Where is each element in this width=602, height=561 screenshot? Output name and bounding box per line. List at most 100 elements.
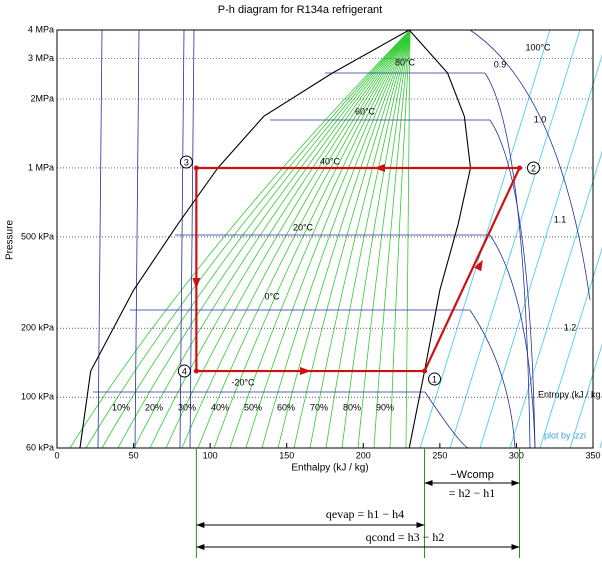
quality-curve: [229, 29, 411, 449]
y-axis-label: Pressure: [5, 220, 16, 260]
quality-curve: [357, 29, 411, 449]
quality-curve: [325, 29, 411, 449]
isotherm-curve: [489, 119, 536, 449]
point-label-ring: [179, 155, 193, 169]
isotherm-curve: [189, 29, 195, 449]
point-label: 3: [184, 157, 189, 167]
x-tick-label: 350: [585, 450, 600, 460]
cycle-point: [422, 368, 428, 374]
x-tick-label: 100: [203, 450, 218, 460]
quality-curve: [149, 29, 411, 449]
quality-curve: [69, 29, 411, 449]
arrow-head: [416, 522, 425, 528]
isotherm-curve: [179, 29, 185, 449]
isotherm-label: 40°C: [320, 156, 341, 166]
entropy-curve: [509, 150, 602, 449]
entropy-curve: [569, 343, 602, 449]
point-label-ring: [428, 372, 442, 386]
isotherm-label: 100°C: [525, 42, 551, 52]
isotherm-curve: [469, 309, 516, 449]
isotherm-label: -20°C: [231, 377, 255, 387]
cycle-point: [193, 368, 199, 374]
x-tick-label: 0: [54, 450, 59, 460]
x-tick-label: 50: [129, 450, 139, 460]
point-label: 1: [432, 374, 437, 384]
equation: qevap = h1 − h4: [326, 507, 404, 521]
arrow-head: [511, 480, 520, 486]
credit: plot by izzi: [544, 430, 586, 440]
isotherm-curve: [134, 29, 140, 449]
isotherm-label: 60°C: [355, 106, 376, 116]
isotherm-curve: [424, 391, 471, 449]
flow-arrow: [192, 278, 201, 289]
y-tick-label: 3 MPa: [28, 53, 54, 63]
flow-arrow: [300, 367, 311, 376]
point-label: 2: [531, 163, 536, 173]
quality-label: 40%: [211, 402, 229, 412]
y-tick-label: 200 kPa: [21, 323, 54, 333]
isotherm-curve: [469, 29, 591, 301]
entropy-label: 1.2: [564, 322, 577, 332]
entropy-label: 1.1: [554, 214, 567, 224]
entropy-title: Entropy (kJ / kg.K): [538, 389, 602, 399]
entropy-curve: [479, 54, 602, 449]
quality-curve: [213, 29, 411, 449]
quality-curve: [165, 29, 411, 449]
isotherm-label: 80°C: [395, 57, 416, 67]
quality-curve: [405, 29, 411, 449]
property-curves: [69, 29, 602, 449]
cycle-point: [193, 165, 199, 171]
isotherm-label: 0°C: [264, 291, 280, 301]
y-tick-label: 500 kPa: [21, 231, 54, 241]
quality-curve: [117, 29, 411, 449]
flow-arrow: [374, 163, 385, 172]
x-tick-label: 200: [356, 450, 371, 460]
quality-label: 60%: [277, 402, 295, 412]
arrow-head: [196, 544, 205, 550]
quality-label: 30%: [178, 402, 196, 412]
saturation-dome: [79, 29, 472, 449]
cycle-point: [516, 165, 522, 171]
quality-curve: [373, 29, 411, 449]
quality-label: 10%: [112, 402, 130, 412]
isotherm-label: 20°C: [293, 222, 314, 232]
quality-label: 50%: [244, 402, 262, 412]
quality-curve: [261, 29, 411, 449]
quality-label: 90%: [376, 402, 394, 412]
quality-curve: [181, 29, 411, 449]
arrow-head: [511, 544, 520, 550]
quality-label: 70%: [310, 402, 328, 412]
x-tick-label: 250: [432, 450, 447, 460]
arrow-head: [196, 522, 205, 528]
quality-curve: [309, 29, 411, 449]
quality-label: 20%: [145, 402, 163, 412]
quality-curve: [85, 29, 411, 449]
x-tick-label: 150: [279, 450, 294, 460]
y-tick-label: 2MPa: [30, 93, 54, 103]
x-tick-label: 300: [509, 450, 524, 460]
quality-curve: [197, 29, 411, 449]
point-label-ring: [526, 161, 540, 175]
quality-curve: [245, 29, 411, 449]
y-tick-label: 100 kPa: [21, 392, 54, 402]
equation: qcond = h3 − h2: [366, 530, 445, 544]
entropy-curve: [449, 29, 581, 449]
entropy-label: 1.0: [534, 114, 547, 124]
equation: = h2 − h1: [449, 486, 496, 500]
quality-curve: [133, 29, 411, 449]
quality-label: 80%: [343, 402, 361, 412]
entropy-curve: [419, 29, 551, 449]
chart-title: P-h diagram for R134a refrigerant: [218, 4, 382, 16]
equation: −Wcomp: [450, 469, 494, 481]
y-tick-label: 1 MPa: [28, 162, 54, 172]
quality-curve: [341, 29, 411, 449]
y-tick-label: 4 MPa: [28, 24, 54, 34]
quality-curve: [277, 29, 411, 449]
entropy-curve: [539, 247, 602, 449]
point-label: 4: [182, 366, 187, 376]
isotherm-curve: [489, 234, 536, 449]
quality-curve: [293, 29, 411, 449]
y-tick-label: 60 kPa: [26, 442, 54, 452]
isotherm-curve: [97, 29, 103, 449]
